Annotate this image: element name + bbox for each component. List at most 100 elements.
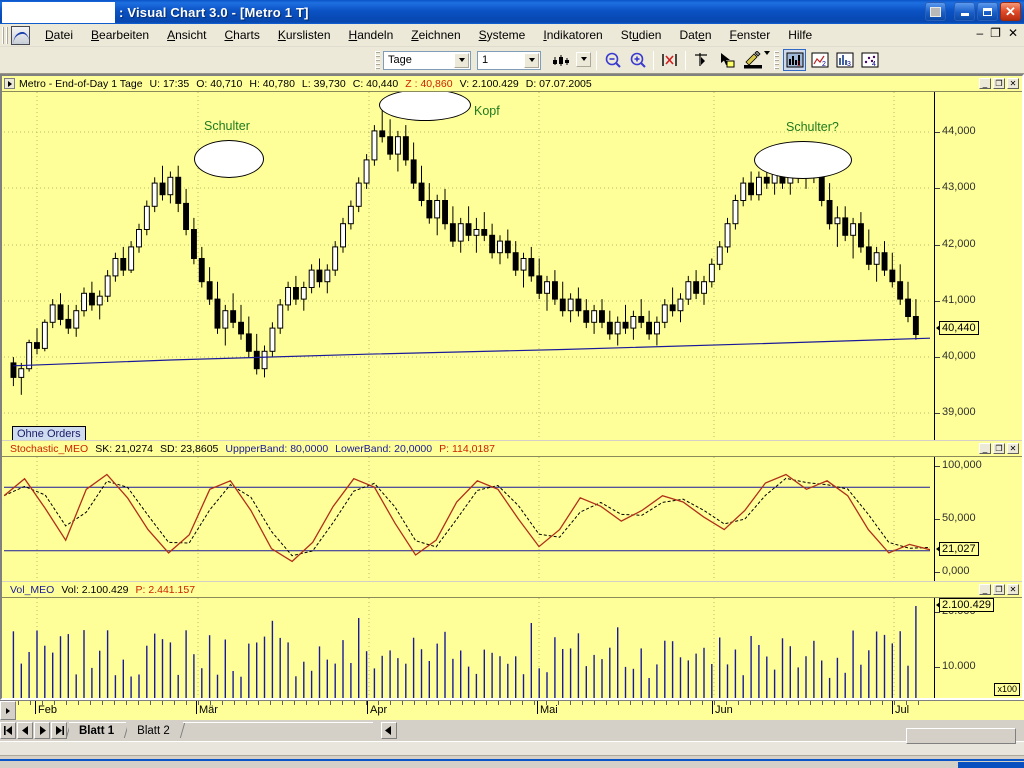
stochastic-lines bbox=[4, 457, 931, 581]
zoom-out-button[interactable] bbox=[601, 49, 624, 71]
menu-item-fenster[interactable]: Fenster bbox=[729, 28, 771, 42]
annotation-label-1[interactable]: Schulter bbox=[204, 119, 250, 133]
month-label-mai: Mai bbox=[540, 704, 558, 716]
header-field-h: H: 40,780 bbox=[249, 77, 295, 90]
y-axis-tick: 42,000 bbox=[935, 238, 976, 250]
menu-item-ansicht[interactable]: Ansicht bbox=[167, 28, 207, 42]
y-axis-tick: 44,000 bbox=[935, 125, 976, 137]
delete-drawing-button[interactable] bbox=[658, 49, 681, 71]
stochastic-plot-area[interactable] bbox=[4, 457, 934, 581]
price-plot-area[interactable]: Schulter Kopf Schulter? Ohne Orders bbox=[4, 92, 934, 440]
time-axis[interactable]: Feb Mär Apr Mai Jun Jul bbox=[0, 700, 1024, 720]
svg-text:4: 4 bbox=[872, 61, 876, 68]
annotation-ellipse-3[interactable] bbox=[754, 141, 852, 179]
volume-panel-minimize-button[interactable]: _ bbox=[979, 584, 991, 595]
chart-type-arrow-icon[interactable] bbox=[576, 51, 591, 67]
month-label-apr: Apr bbox=[370, 704, 388, 716]
chart-window-1-button[interactable]: 1 bbox=[783, 49, 806, 71]
menu-item-zeichnen[interactable]: Zeichnen bbox=[411, 28, 461, 42]
multiplier-combo[interactable]: 1 bbox=[477, 50, 541, 70]
chart-window-2-button[interactable]: 2 bbox=[808, 49, 831, 71]
price-plot[interactable]: Schulter Kopf Schulter? Ohne Orders 44,000 4… bbox=[2, 92, 1022, 440]
annotation-label-3[interactable]: Schulter? bbox=[786, 120, 839, 134]
mdi-minimize-button[interactable]: – bbox=[976, 26, 984, 40]
volume-panel-close-button[interactable]: ✕ bbox=[1007, 584, 1019, 595]
price-y-axis[interactable]: 44,000 43,000 42,000 41,000 40,000 39,000 40,4… bbox=[934, 92, 1022, 440]
menu-item-kurslisten[interactable]: Kurslisten bbox=[277, 28, 331, 42]
header-field-l: L: 39,730 bbox=[301, 77, 346, 90]
close-button[interactable]: ✕ bbox=[1000, 2, 1021, 21]
price-panel-close-button[interactable]: ✕ bbox=[1007, 78, 1019, 89]
y-axis-tick: 0,000 bbox=[935, 565, 970, 577]
minimize-button[interactable] bbox=[954, 2, 975, 21]
annotation-ellipse-1[interactable] bbox=[194, 140, 264, 178]
next-sheet-button[interactable] bbox=[34, 722, 50, 739]
maximize-restore-button[interactable] bbox=[977, 2, 998, 21]
ohne-orders-badge[interactable]: Ohne Orders bbox=[12, 426, 86, 440]
menu-item-studien[interactable]: Studien bbox=[620, 28, 662, 42]
menu-item-handeln[interactable]: Handeln bbox=[348, 28, 394, 42]
menu-item-daten[interactable]: Daten bbox=[679, 28, 712, 42]
expand-icon[interactable] bbox=[4, 78, 15, 89]
crosshair-button[interactable] bbox=[690, 49, 713, 71]
annotation-ellipse-2[interactable] bbox=[379, 92, 471, 121]
menu-item-charts[interactable]: Charts bbox=[224, 28, 260, 42]
scrollbar-right-spacer bbox=[998, 728, 1016, 744]
menu-item-datei[interactable]: DDateiatei bbox=[45, 28, 74, 42]
restore-icon bbox=[983, 7, 992, 16]
stochastic-plot[interactable]: 100,000 50,000 0,000 21,027 bbox=[2, 457, 1022, 581]
volume-panel-restore-button[interactable]: ❐ bbox=[993, 584, 1005, 595]
prev-sheet-button[interactable] bbox=[17, 722, 33, 739]
chart-3-icon: 3 bbox=[836, 52, 853, 68]
menu-item-indikatoren[interactable]: Indikatoren bbox=[543, 28, 603, 42]
price-panel-restore-button[interactable]: ❐ bbox=[993, 78, 1005, 89]
last-sheet-button[interactable] bbox=[51, 722, 67, 739]
period-combo[interactable]: Tage bbox=[383, 50, 471, 70]
menu-drag-grip[interactable] bbox=[2, 26, 9, 44]
stochastic-panel-header: Stochastic_MEO SK: 21,0274 SD: 23,8605 Upp… bbox=[2, 441, 1022, 457]
horizontal-scrollbar[interactable] bbox=[906, 728, 1016, 744]
toolbar-drag-grip[interactable] bbox=[375, 50, 380, 70]
volume-bars bbox=[12, 598, 917, 698]
tab-blatt-1[interactable]: Blatt 1 bbox=[69, 722, 127, 739]
month-gridline bbox=[196, 701, 197, 714]
header-field-o: O: 40,710 bbox=[196, 77, 243, 90]
chart-window-4-button[interactable]: 4 bbox=[858, 49, 881, 71]
stochastic-panel-close-button[interactable]: ✕ bbox=[1007, 443, 1019, 454]
sheet-tab-bar: Blatt 1 Blatt 2 bbox=[0, 720, 1024, 741]
zoom-in-button[interactable] bbox=[626, 49, 649, 71]
mdi-close-button[interactable]: ✕ bbox=[1007, 26, 1018, 40]
tab-blatt-2[interactable]: Blatt 2 bbox=[127, 722, 182, 739]
menu-item-hilfe[interactable]: Hilfe bbox=[788, 28, 813, 42]
y-axis-tick: 41,000 bbox=[935, 294, 976, 306]
time-axis-scroll-button[interactable] bbox=[0, 701, 16, 720]
mdi-restore-button[interactable]: ❐ bbox=[990, 26, 1001, 40]
price-panel-minimize-button[interactable]: _ bbox=[979, 78, 991, 89]
annotation-label-2[interactable]: Kopf bbox=[474, 104, 500, 118]
period-combo-arrow-icon[interactable] bbox=[454, 52, 469, 68]
select-object-button[interactable] bbox=[715, 49, 738, 71]
multiplier-combo-arrow-icon[interactable] bbox=[524, 52, 539, 68]
chart-1-icon: 1 bbox=[786, 52, 803, 68]
toolbar-grip-2[interactable] bbox=[774, 50, 779, 70]
stochastic-panel-minimize-button[interactable]: _ bbox=[979, 443, 991, 454]
tab-scroll-left-button[interactable] bbox=[380, 722, 397, 739]
menu-item-systeme[interactable]: Systeme bbox=[478, 28, 526, 42]
menu-item-bearbeiten[interactable]: Bearbeiten bbox=[91, 28, 150, 42]
header-field-lowerband: LowerBand: 20,0000 bbox=[335, 442, 433, 455]
stochastic-y-axis[interactable]: 100,000 50,000 0,000 21,027 bbox=[934, 457, 1022, 581]
chart-type-combo[interactable] bbox=[547, 50, 593, 70]
stochastic-panel-restore-button[interactable]: ❐ bbox=[993, 443, 1005, 454]
month-label-feb: Feb bbox=[38, 704, 57, 716]
volume-name-label: Vol_MEO bbox=[10, 583, 55, 596]
header-field-sk: SK: 21,0274 bbox=[95, 442, 154, 455]
chart-window-3-button[interactable]: 3 bbox=[833, 49, 856, 71]
line-color-button[interactable] bbox=[740, 49, 770, 72]
restore-document-button[interactable] bbox=[925, 2, 946, 21]
price-symbol-label: Metro - End-of-Day 1 Tage bbox=[19, 77, 143, 90]
first-sheet-button[interactable] bbox=[0, 722, 16, 739]
volume-plot-area[interactable] bbox=[4, 598, 934, 698]
zoom-in-icon bbox=[630, 52, 646, 68]
